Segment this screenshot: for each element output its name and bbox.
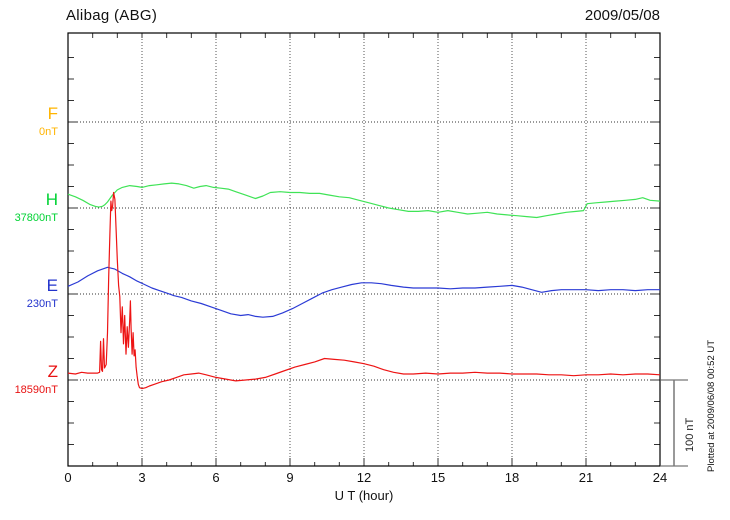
x-tick-label-21: 21 xyxy=(578,470,594,485)
x-tick-label-18: 18 xyxy=(504,470,520,485)
x-tick-label-6: 6 xyxy=(212,470,220,485)
component-base-Z: 18590nT xyxy=(14,384,58,396)
x-tick-label-12: 12 xyxy=(356,470,372,485)
x-tick-label-9: 9 xyxy=(286,470,294,485)
x-tick-label-24: 24 xyxy=(652,470,668,485)
plotted-at-note: Plotted at 2009/06/08 00:52 UT xyxy=(706,339,717,472)
component-label-Z: Z xyxy=(47,362,58,381)
component-label-E: E xyxy=(46,276,58,295)
component-base-F: 0nT xyxy=(39,126,58,138)
component-label-F: F xyxy=(47,104,58,123)
plot-date: 2009/05/08 xyxy=(584,7,660,24)
component-base-E: 230nT xyxy=(26,298,58,310)
x-tick-label-3: 3 xyxy=(138,470,146,485)
x-tick-label-15: 15 xyxy=(430,470,446,485)
x-axis-title: U T (hour) xyxy=(334,488,394,503)
scale-bar-label: 100 nT xyxy=(684,417,696,452)
x-tick-label-0: 0 xyxy=(64,470,72,485)
station-title: Alibag (ABG) xyxy=(66,7,158,24)
component-label-H: H xyxy=(45,190,58,209)
component-base-H: 37800nT xyxy=(14,212,58,224)
